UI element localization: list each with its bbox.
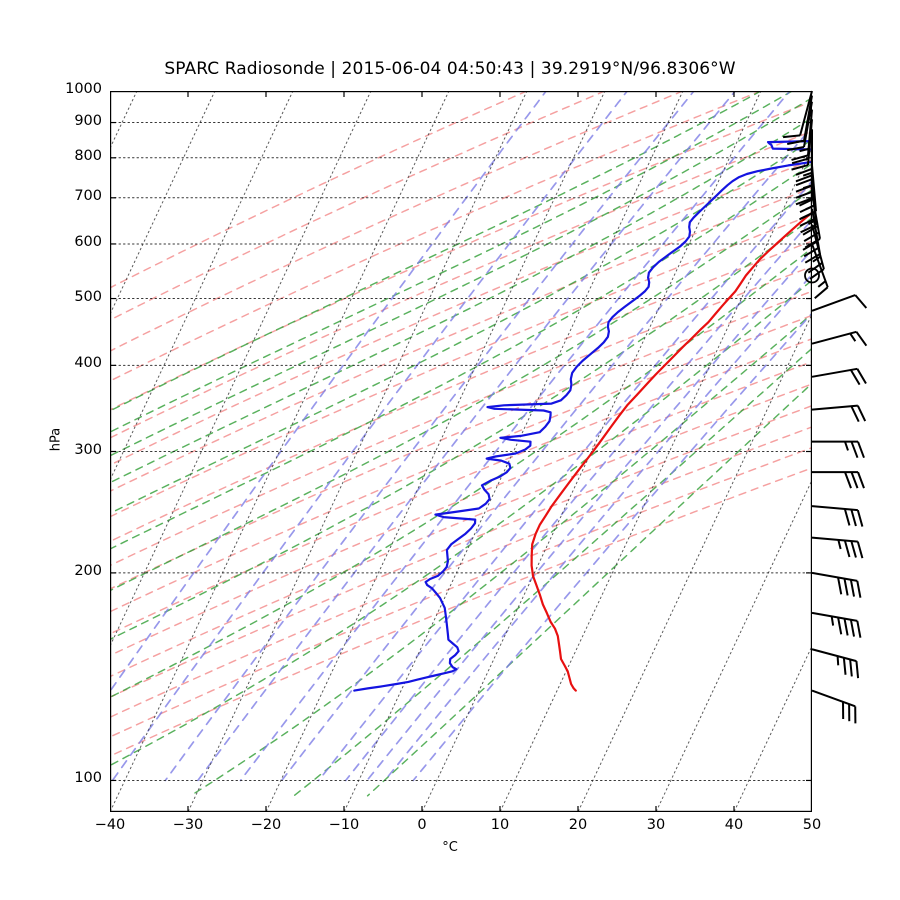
y-tick-label: 600 [74, 233, 102, 250]
wind-barb-column [782, 90, 868, 724]
wind-barb [811, 505, 864, 527]
y-tick-label: 500 [74, 288, 102, 305]
wind-barb [811, 294, 868, 312]
wind-barb [811, 689, 857, 724]
axis-ticks [110, 91, 812, 812]
isobar-gridlines [110, 122, 812, 781]
calm-wind-symbol [804, 267, 820, 284]
y-tick-label: 1000 [65, 81, 102, 97]
x-tick-label: 10 [490, 817, 510, 833]
wind-barbs [782, 90, 868, 724]
x-tick-label: −20 [250, 817, 282, 833]
x-tick-label: 0 [417, 817, 427, 833]
x-tick-label: 40 [724, 817, 744, 833]
figure-title: SPARC Radiosonde | 2015-06-04 04:50:43 |… [164, 59, 736, 79]
wind-barb [791, 109, 813, 161]
y-tick-label: 100 [74, 770, 102, 787]
x-tick-label: −30 [172, 817, 204, 833]
wind-barb [795, 129, 813, 183]
wind-barb [811, 536, 864, 559]
x-tick-label: −40 [94, 817, 126, 833]
x-axis-label: °C [442, 840, 458, 855]
wind-barb [782, 90, 813, 139]
wind-barb [811, 367, 867, 386]
wind-barb [812, 440, 865, 459]
y-tick-label: 900 [74, 112, 102, 129]
skewt-canvas [110, 91, 812, 812]
y-axis-label: hPa [48, 427, 64, 452]
y-tick-label: 800 [74, 147, 102, 164]
moist-adiabat-lines [110, 91, 812, 797]
x-tick-label: 50 [802, 817, 822, 833]
y-tick-label: 200 [74, 562, 102, 579]
x-tick-label: −10 [328, 817, 360, 833]
plot-area [110, 90, 868, 812]
x-tick-label: 30 [646, 817, 666, 833]
wind-barb [811, 611, 862, 638]
temperature-profile [530, 211, 812, 692]
wind-barb [787, 95, 813, 145]
y-tick-label: 400 [74, 355, 102, 372]
wind-barb [812, 471, 865, 489]
isotherm-lines [110, 91, 812, 812]
wind-barb [811, 330, 868, 347]
wind-barb [811, 571, 862, 598]
wind-barb [811, 648, 860, 679]
wind-barb [811, 404, 867, 423]
x-tick-label: 20 [568, 817, 588, 833]
y-tick-label: 700 [74, 187, 102, 204]
y-tick-label: 300 [74, 441, 102, 458]
